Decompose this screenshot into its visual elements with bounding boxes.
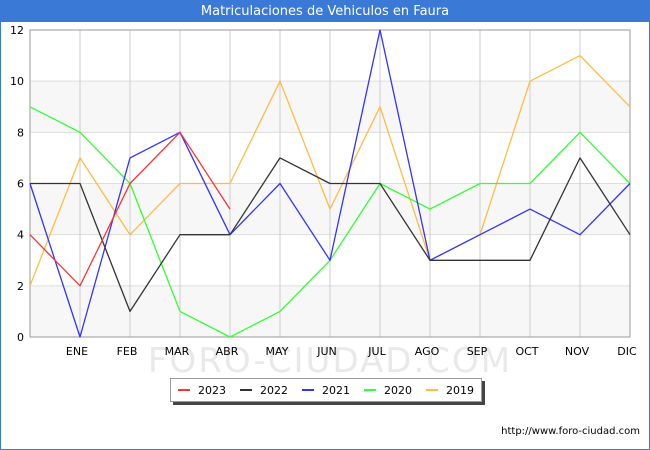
chart-title: Matriculaciones de Vehiculos en Faura xyxy=(1,1,649,22)
x-tick-label-jun: JUN xyxy=(316,345,337,358)
legend-swatch-2019 xyxy=(426,389,438,391)
x-tick-label-may: MAY xyxy=(266,345,289,358)
y-tick-label: 2 xyxy=(17,280,24,293)
x-tick-label-ago: AGO xyxy=(415,345,440,358)
legend-label-2021: 2021 xyxy=(322,383,350,397)
legend-label-2022: 2022 xyxy=(260,383,288,397)
watermark-text: FORO-CIUDAD.COM xyxy=(148,341,512,381)
x-tick-label-jul: JUL xyxy=(367,345,386,358)
legend-swatch-2020 xyxy=(364,389,376,391)
legend: 2023 2022 2021 2020 2019 xyxy=(170,378,482,402)
legend-label-2019: 2019 xyxy=(446,383,474,397)
y-tick-label: 6 xyxy=(17,178,24,191)
series-line-2019 xyxy=(29,54,631,287)
y-tick-labels: 0 2 4 6 8 10 12 xyxy=(10,24,24,344)
x-tick-label-dic: DIC xyxy=(617,345,637,358)
legend-item-2022: 2022 xyxy=(240,384,288,397)
legend-item-2023: 2023 xyxy=(178,384,226,397)
legend-item-2019: 2019 xyxy=(426,384,474,397)
series-line-2023 xyxy=(29,131,231,287)
series-lines xyxy=(29,29,631,338)
x-tick-labels: ENE FEB MAR ABR MAY JUN JUL AGO SEP OCT NOV DIC xyxy=(66,345,637,358)
legend-label-2023: 2023 xyxy=(198,383,226,397)
x-tick-label-nov: NOV xyxy=(565,345,590,358)
x-tick-label-mar: MAR xyxy=(165,345,190,358)
y-tick-label: 10 xyxy=(10,75,24,88)
legend-swatch-2023 xyxy=(178,389,190,391)
series-line-2022 xyxy=(30,157,631,313)
x-tick-label-ene: ENE xyxy=(66,345,88,358)
footer-url: http://www.foro-ciudad.com xyxy=(501,426,640,437)
legend-item-2021: 2021 xyxy=(302,384,350,397)
x-tick-label-feb: FEB xyxy=(117,345,138,358)
x-tick-label-oct: OCT xyxy=(515,345,538,358)
legend-item-2020: 2020 xyxy=(364,384,412,397)
y-tick-label: 8 xyxy=(17,126,24,139)
legend-swatch-2021 xyxy=(302,389,314,391)
x-tick-label-abr: ABR xyxy=(216,345,239,358)
y-tick-label: 4 xyxy=(17,229,24,242)
x-tick-label-sep: SEP xyxy=(467,345,488,358)
legend-swatch-2022 xyxy=(240,389,252,391)
y-tick-label: 0 xyxy=(17,331,24,344)
series-line-2021 xyxy=(29,29,631,338)
legend-label-2020: 2020 xyxy=(384,383,412,397)
y-tick-label: 12 xyxy=(10,24,24,37)
